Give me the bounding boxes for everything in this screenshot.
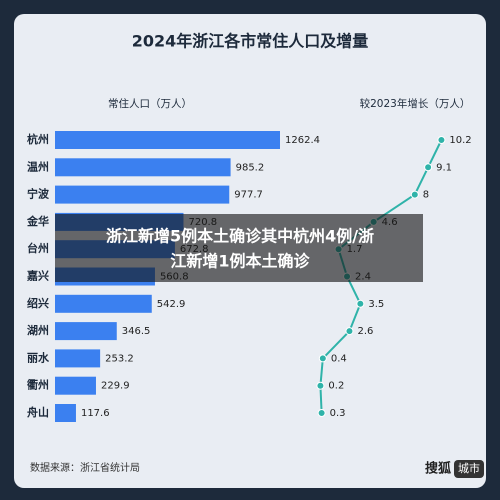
category-label: 衢州 <box>27 378 49 392</box>
category-label: 温州 <box>27 159 49 173</box>
marker <box>410 190 419 199</box>
value-label: 977.7 <box>234 190 263 201</box>
bar <box>55 158 231 177</box>
value-label: 10.2 <box>449 135 471 146</box>
category-label: 嘉兴 <box>26 269 49 283</box>
marker <box>345 327 354 336</box>
value-label: 1262.4 <box>285 135 320 146</box>
category-label: 丽水 <box>27 350 50 364</box>
series-header: 常住人口（万人） <box>108 97 192 110</box>
category-label: 台州 <box>27 241 49 255</box>
overlay-line: 江新增1例本土确诊 <box>170 252 310 271</box>
marker <box>424 163 433 172</box>
category-label: 宁波 <box>27 187 50 201</box>
marker <box>356 299 365 308</box>
value-label: 542.9 <box>157 299 186 310</box>
marker <box>318 354 327 363</box>
source: 数据来源：浙江省统计局 <box>30 461 140 474</box>
overlay-band <box>55 214 423 282</box>
watermark-channel: 城市 <box>458 461 480 475</box>
value-label: 2.6 <box>357 326 373 337</box>
value-label: 229.9 <box>101 381 130 392</box>
value-label: 0.4 <box>331 353 347 364</box>
category-label: 杭州 <box>27 132 49 146</box>
bar <box>55 376 96 395</box>
category-label: 绍兴 <box>27 296 49 310</box>
watermark-badge <box>454 460 484 478</box>
value-label: 3.5 <box>368 299 384 310</box>
value-label: 9.1 <box>436 162 452 173</box>
bar <box>55 322 117 341</box>
watermark-brand: 搜狐 <box>425 461 451 477</box>
chart-title: 2024年浙江各市常住人口及增量 <box>132 32 369 51</box>
series-header: 较2023年增长（万人） <box>360 97 471 110</box>
bar <box>55 294 152 313</box>
overlay-line: 浙江新增5例本土确诊其中杭州4例/浙 <box>106 227 374 246</box>
marker <box>316 381 325 390</box>
category-label: 湖州 <box>27 323 49 337</box>
value-label: 117.6 <box>81 408 110 419</box>
value-label: 0.3 <box>330 408 346 419</box>
bar <box>55 349 101 368</box>
value-label: 985.2 <box>236 162 265 173</box>
value-label: 8 <box>423 190 429 201</box>
value-label: 253.2 <box>105 353 134 364</box>
bar <box>55 404 76 422</box>
bar <box>55 185 230 204</box>
value-label: 346.5 <box>122 326 151 337</box>
category-label: 金华 <box>26 214 49 228</box>
marker <box>437 136 446 144</box>
value-label: 0.2 <box>328 381 344 392</box>
marker <box>317 409 326 417</box>
category-label: 舟山 <box>27 405 49 419</box>
bar <box>55 131 280 149</box>
